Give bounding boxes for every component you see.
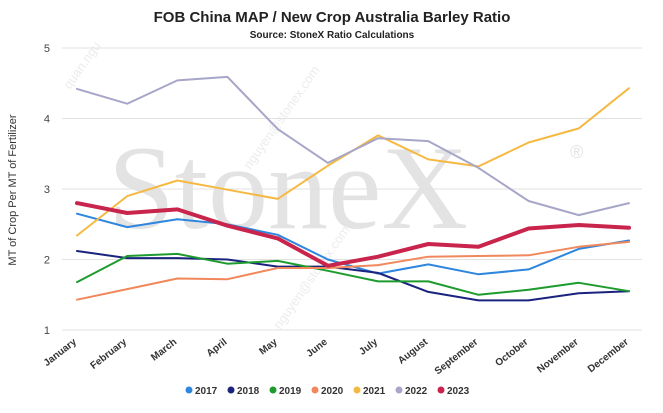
legend-item-2017[interactable]: 2017 [185,386,218,397]
watermark-diagonal-text-2: quan.ngu [60,39,103,92]
series-line-2022 [76,75,630,217]
watermark-logo: StoneX [108,121,468,254]
legend-item-2020[interactable]: 2020 [311,386,344,397]
legend-marker [227,386,235,394]
legend-marker [269,386,277,394]
legend-item-2023[interactable]: 2023 [437,386,470,397]
legend-label: 2018 [237,386,260,397]
legend-item-2022[interactable]: 2022 [395,386,428,397]
chart-title: FOB China MAP / New Crop Australia Barle… [154,9,511,26]
x-tick-label: August [396,336,430,366]
series-line-2020 [76,240,630,301]
series-line-2019 [76,252,630,296]
legend-label: 2022 [405,386,428,397]
legend-marker [311,386,319,394]
legend-label: 2023 [447,386,470,397]
y-tick-label: 4 [44,114,50,126]
legend-item-2021[interactable]: 2021 [353,386,386,397]
chart-subtitle: Source: StoneX Ratio Calculations [250,30,415,41]
x-tick-label: July [357,336,380,357]
series-line-2023 [75,201,631,268]
grid [62,47,642,331]
x-tick-label: October [493,337,530,369]
legend-label: 2017 [195,386,218,397]
x-tick-label: May [257,336,279,357]
series-line-2018 [76,250,630,302]
legend-label: 2021 [363,386,386,397]
y-axis: 1 2 3 4 5 [44,43,50,337]
y-tick-label: 5 [44,43,50,55]
legend: 2017 2018 2019 2020 2021 2022 2023 [185,386,470,397]
legend-marker [437,386,445,394]
watermark-registered-mark: ® [570,142,583,162]
legend-label: 2020 [321,386,344,397]
legend-item-2018[interactable]: 2018 [227,386,260,397]
x-tick-label: November [535,337,580,376]
x-axis: January February March April May June July Augu… [42,336,631,377]
x-tick-label: December [586,337,631,376]
legend-marker [185,386,193,394]
y-tick-label: 1 [44,325,50,337]
legend-item-2019[interactable]: 2019 [269,386,302,397]
x-tick-label: March [149,337,179,364]
x-tick-label: June [305,336,331,359]
series-lines [75,75,631,302]
x-tick-label: September [433,337,481,378]
y-tick-label: 2 [44,255,50,267]
legend-marker [353,386,361,394]
y-axis-label: MT of Crop Per MT of Fertilizer [7,114,19,266]
legend-marker [395,386,403,394]
x-tick-label: February [89,336,130,371]
y-tick-label: 3 [44,184,50,196]
legend-label: 2019 [279,386,302,397]
x-tick-label: January [42,336,79,369]
x-tick-label: April [205,337,230,360]
